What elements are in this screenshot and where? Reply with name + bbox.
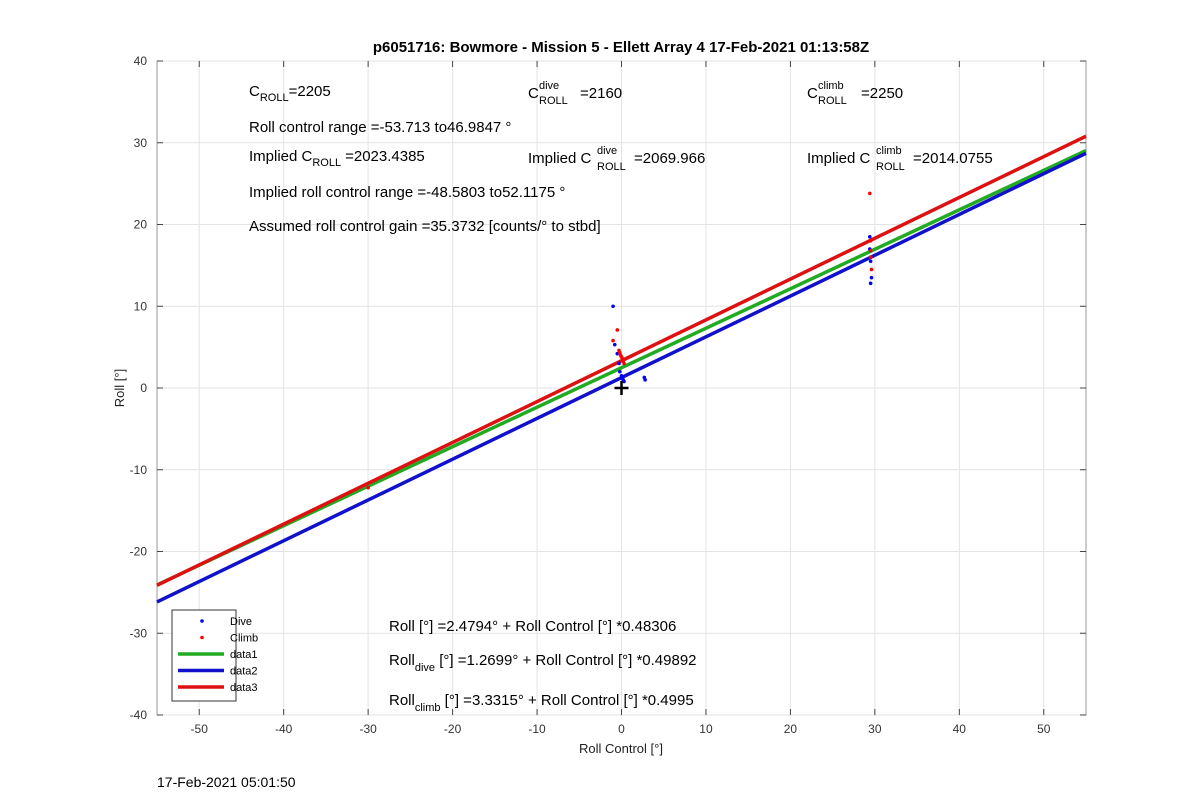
svg-text:=2160: =2160 bbox=[580, 85, 622, 102]
point-dive bbox=[867, 234, 872, 239]
x-tick-label: -10 bbox=[528, 722, 546, 736]
chart-title: p6051716: Bowmore - Mission 5 - Ellett A… bbox=[373, 39, 869, 56]
point-climb bbox=[615, 328, 620, 332]
y-tick-label: -10 bbox=[130, 463, 148, 477]
svg-text:Implied C: Implied C bbox=[807, 150, 871, 167]
y-tick-label: 10 bbox=[134, 299, 148, 313]
svg-text:ROLL: ROLL bbox=[876, 161, 905, 173]
legend-label-data3: data3 bbox=[230, 682, 258, 694]
svg-text:climb: climb bbox=[818, 80, 844, 92]
x-tick-label: 40 bbox=[953, 722, 967, 736]
point-dive bbox=[868, 259, 873, 264]
y-tick-label: 30 bbox=[134, 136, 148, 150]
annotation-assumed-gain: Assumed roll control gain =35.3732 [coun… bbox=[249, 218, 601, 235]
x-tick-label: -50 bbox=[191, 722, 209, 736]
y-tick-label: 20 bbox=[134, 218, 148, 232]
y-tick-label: 0 bbox=[140, 381, 147, 395]
point-climb bbox=[867, 191, 872, 196]
svg-text:dive: dive bbox=[539, 80, 559, 92]
annotation-c-roll-climb: C climb ROLL =2250 bbox=[807, 80, 903, 107]
data-points bbox=[366, 191, 874, 490]
point-climb bbox=[869, 267, 874, 272]
x-tick-label: 10 bbox=[699, 722, 713, 736]
svg-text:dive: dive bbox=[597, 145, 617, 157]
svg-text:ROLL: ROLL bbox=[597, 161, 626, 173]
point-climb bbox=[366, 485, 370, 490]
y-axis-label: Roll [°] bbox=[112, 369, 127, 407]
x-tick-label: 50 bbox=[1037, 722, 1051, 736]
x-tick-label: 0 bbox=[618, 722, 625, 736]
equation-dive: Rolldive [°] =1.2699° + Roll Control [°]… bbox=[389, 652, 697, 674]
point-climb bbox=[868, 239, 873, 243]
y-tick-label: -40 bbox=[130, 708, 148, 722]
x-tick-label: -40 bbox=[275, 722, 293, 736]
annotation-implied-c-roll: Implied CROLL =2023.4385 bbox=[249, 148, 425, 169]
y-tick-label: -30 bbox=[130, 626, 148, 640]
annotation-implied-c-roll-dive: Implied C dive ROLL =2069.966 bbox=[528, 145, 705, 173]
tick-layer: -50 -40 -30 -20 -10 0 10 20 30 40 50 -40 -30 -20 -10 0 1… bbox=[130, 54, 1086, 736]
svg-text:=2250: =2250 bbox=[861, 85, 903, 102]
point-climb bbox=[611, 338, 615, 343]
point-dive bbox=[612, 342, 617, 347]
legend-marker-climb bbox=[200, 635, 204, 640]
x-axis-label: Roll Control [°] bbox=[579, 741, 663, 756]
x-tick-label: -30 bbox=[359, 722, 377, 736]
annotation-implied-range: Implied roll control range =-48.5803 to5… bbox=[249, 184, 565, 201]
svg-text:climb: climb bbox=[876, 145, 902, 157]
legend-label-data2: data2 bbox=[230, 666, 258, 678]
y-tick-label: -20 bbox=[130, 545, 148, 559]
footer-timestamp: 17-Feb-2021 05:01:50 bbox=[157, 774, 296, 790]
equation-all: Roll [°] =2.4794° + Roll Control [°] *0.… bbox=[389, 618, 676, 635]
x-tick-label: 30 bbox=[868, 722, 882, 736]
legend-items: Dive Climb data1 data2 data3 bbox=[178, 616, 258, 694]
svg-text:=2069.966: =2069.966 bbox=[634, 150, 705, 167]
svg-text:C: C bbox=[528, 85, 539, 102]
legend-label-climb: Climb bbox=[230, 633, 258, 645]
point-climb bbox=[868, 255, 873, 259]
x-tick-label: 20 bbox=[784, 722, 798, 736]
svg-text:ROLL: ROLL bbox=[818, 95, 847, 107]
y-tick-label: 40 bbox=[134, 54, 148, 68]
origin-marker-layer bbox=[614, 381, 629, 395]
point-climb bbox=[868, 248, 873, 253]
fit-line-data1 bbox=[156, 148, 1087, 587]
annotation-roll-control-range: Roll control range =-53.713 to46.9847 ° bbox=[249, 119, 511, 136]
legend-label-dive: Dive bbox=[230, 616, 252, 628]
annotation-c-roll-dive: C dive ROLL =2160 bbox=[528, 80, 622, 107]
point-dive bbox=[868, 281, 873, 286]
grid-layer bbox=[157, 60, 1086, 716]
point-dive bbox=[611, 304, 615, 309]
annotation-implied-c-roll-climb: Implied C climb ROLL =2014.0755 bbox=[807, 145, 993, 173]
annotation-c-roll: CROLL=2205 bbox=[249, 83, 331, 104]
point-dive bbox=[618, 369, 622, 374]
x-tick-label: -20 bbox=[444, 722, 462, 736]
legend-label-data1: data1 bbox=[230, 649, 258, 661]
svg-text:ROLL: ROLL bbox=[539, 95, 568, 107]
point-climb bbox=[622, 361, 626, 366]
point-dive bbox=[617, 361, 621, 366]
svg-text:C: C bbox=[807, 85, 818, 102]
legend-marker-dive bbox=[200, 619, 204, 623]
legend: Dive Climb data1 data2 data3 bbox=[171, 609, 258, 702]
equation-climb: Rollclimb [°] =3.3315° + Roll Control [°… bbox=[389, 692, 694, 714]
svg-text:=2014.0755: =2014.0755 bbox=[913, 150, 993, 167]
svg-text:Implied C: Implied C bbox=[528, 150, 592, 167]
point-dive bbox=[622, 379, 626, 384]
point-dive bbox=[643, 378, 647, 382]
point-dive bbox=[869, 275, 874, 280]
